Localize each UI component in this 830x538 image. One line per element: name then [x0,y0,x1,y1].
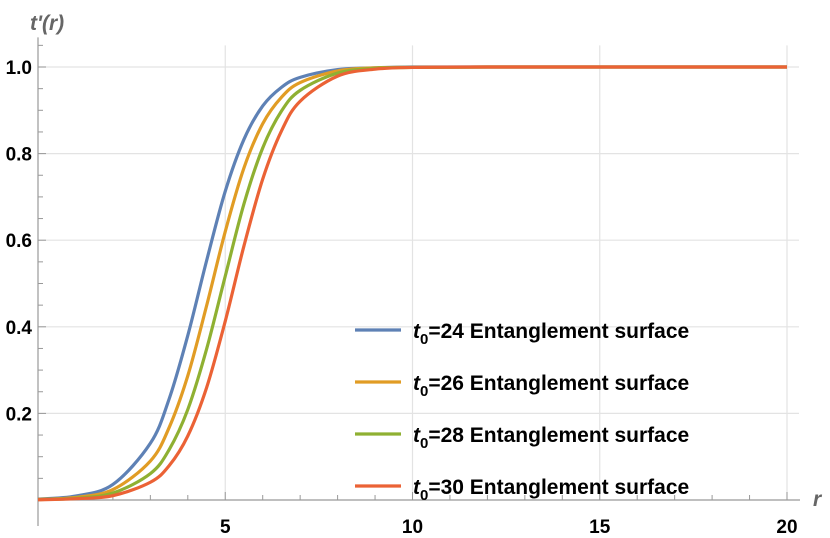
legend-item: t0=28 Entanglement surface [355,424,689,452]
y-axis-label: t'(r) [30,12,64,35]
legend-label-rest: =28 Entanglement surface [428,424,689,447]
legend-label: t0=26 Entanglement surface [413,372,689,400]
legend-label-var: t [413,476,421,499]
legend-label: t0=24 Entanglement surface [413,320,689,348]
legend-label-rest: =30 Entanglement surface [428,476,689,499]
legend-item: t0=26 Entanglement surface [355,372,689,400]
legend-label-var: t [413,424,421,447]
y-tick-label: 0.4 [6,318,33,339]
legend-label-sub: 0 [420,435,428,452]
legend-label-rest: =26 Entanglement surface [428,372,689,395]
legend-item: t0=30 Entanglement surface [355,476,689,504]
x-tick-label: 20 [776,517,797,538]
x-axis-label: r [813,488,823,511]
series-line-4 [37,65,787,502]
x-tick-label: 15 [589,517,611,538]
legend-item: t0=24 Entanglement surface [355,320,689,348]
legend-label-rest: =24 Entanglement surface [428,320,689,343]
legend-label-var: t [413,372,421,395]
legend-label: t0=30 Entanglement surface [413,476,689,504]
y-tick-label: 0.2 [6,404,32,425]
x-tick-label: 10 [402,517,423,538]
series-group [37,65,787,502]
x-tick-label: 5 [220,517,231,538]
legend-label-sub: 0 [420,487,428,504]
y-tick-label: 0.8 [6,145,32,166]
legend-label-sub: 0 [420,331,428,348]
y-tick-label: 1.0 [6,58,32,79]
y-tick-label: 0.6 [6,231,32,252]
legend-label-sub: 0 [420,383,428,400]
legend-label-var: t [413,320,421,343]
axes: 5 10 15 20 0.2 0.4 0.6 0.8 1.0 [6,37,800,538]
legend-label: t0=28 Entanglement surface [413,424,689,452]
